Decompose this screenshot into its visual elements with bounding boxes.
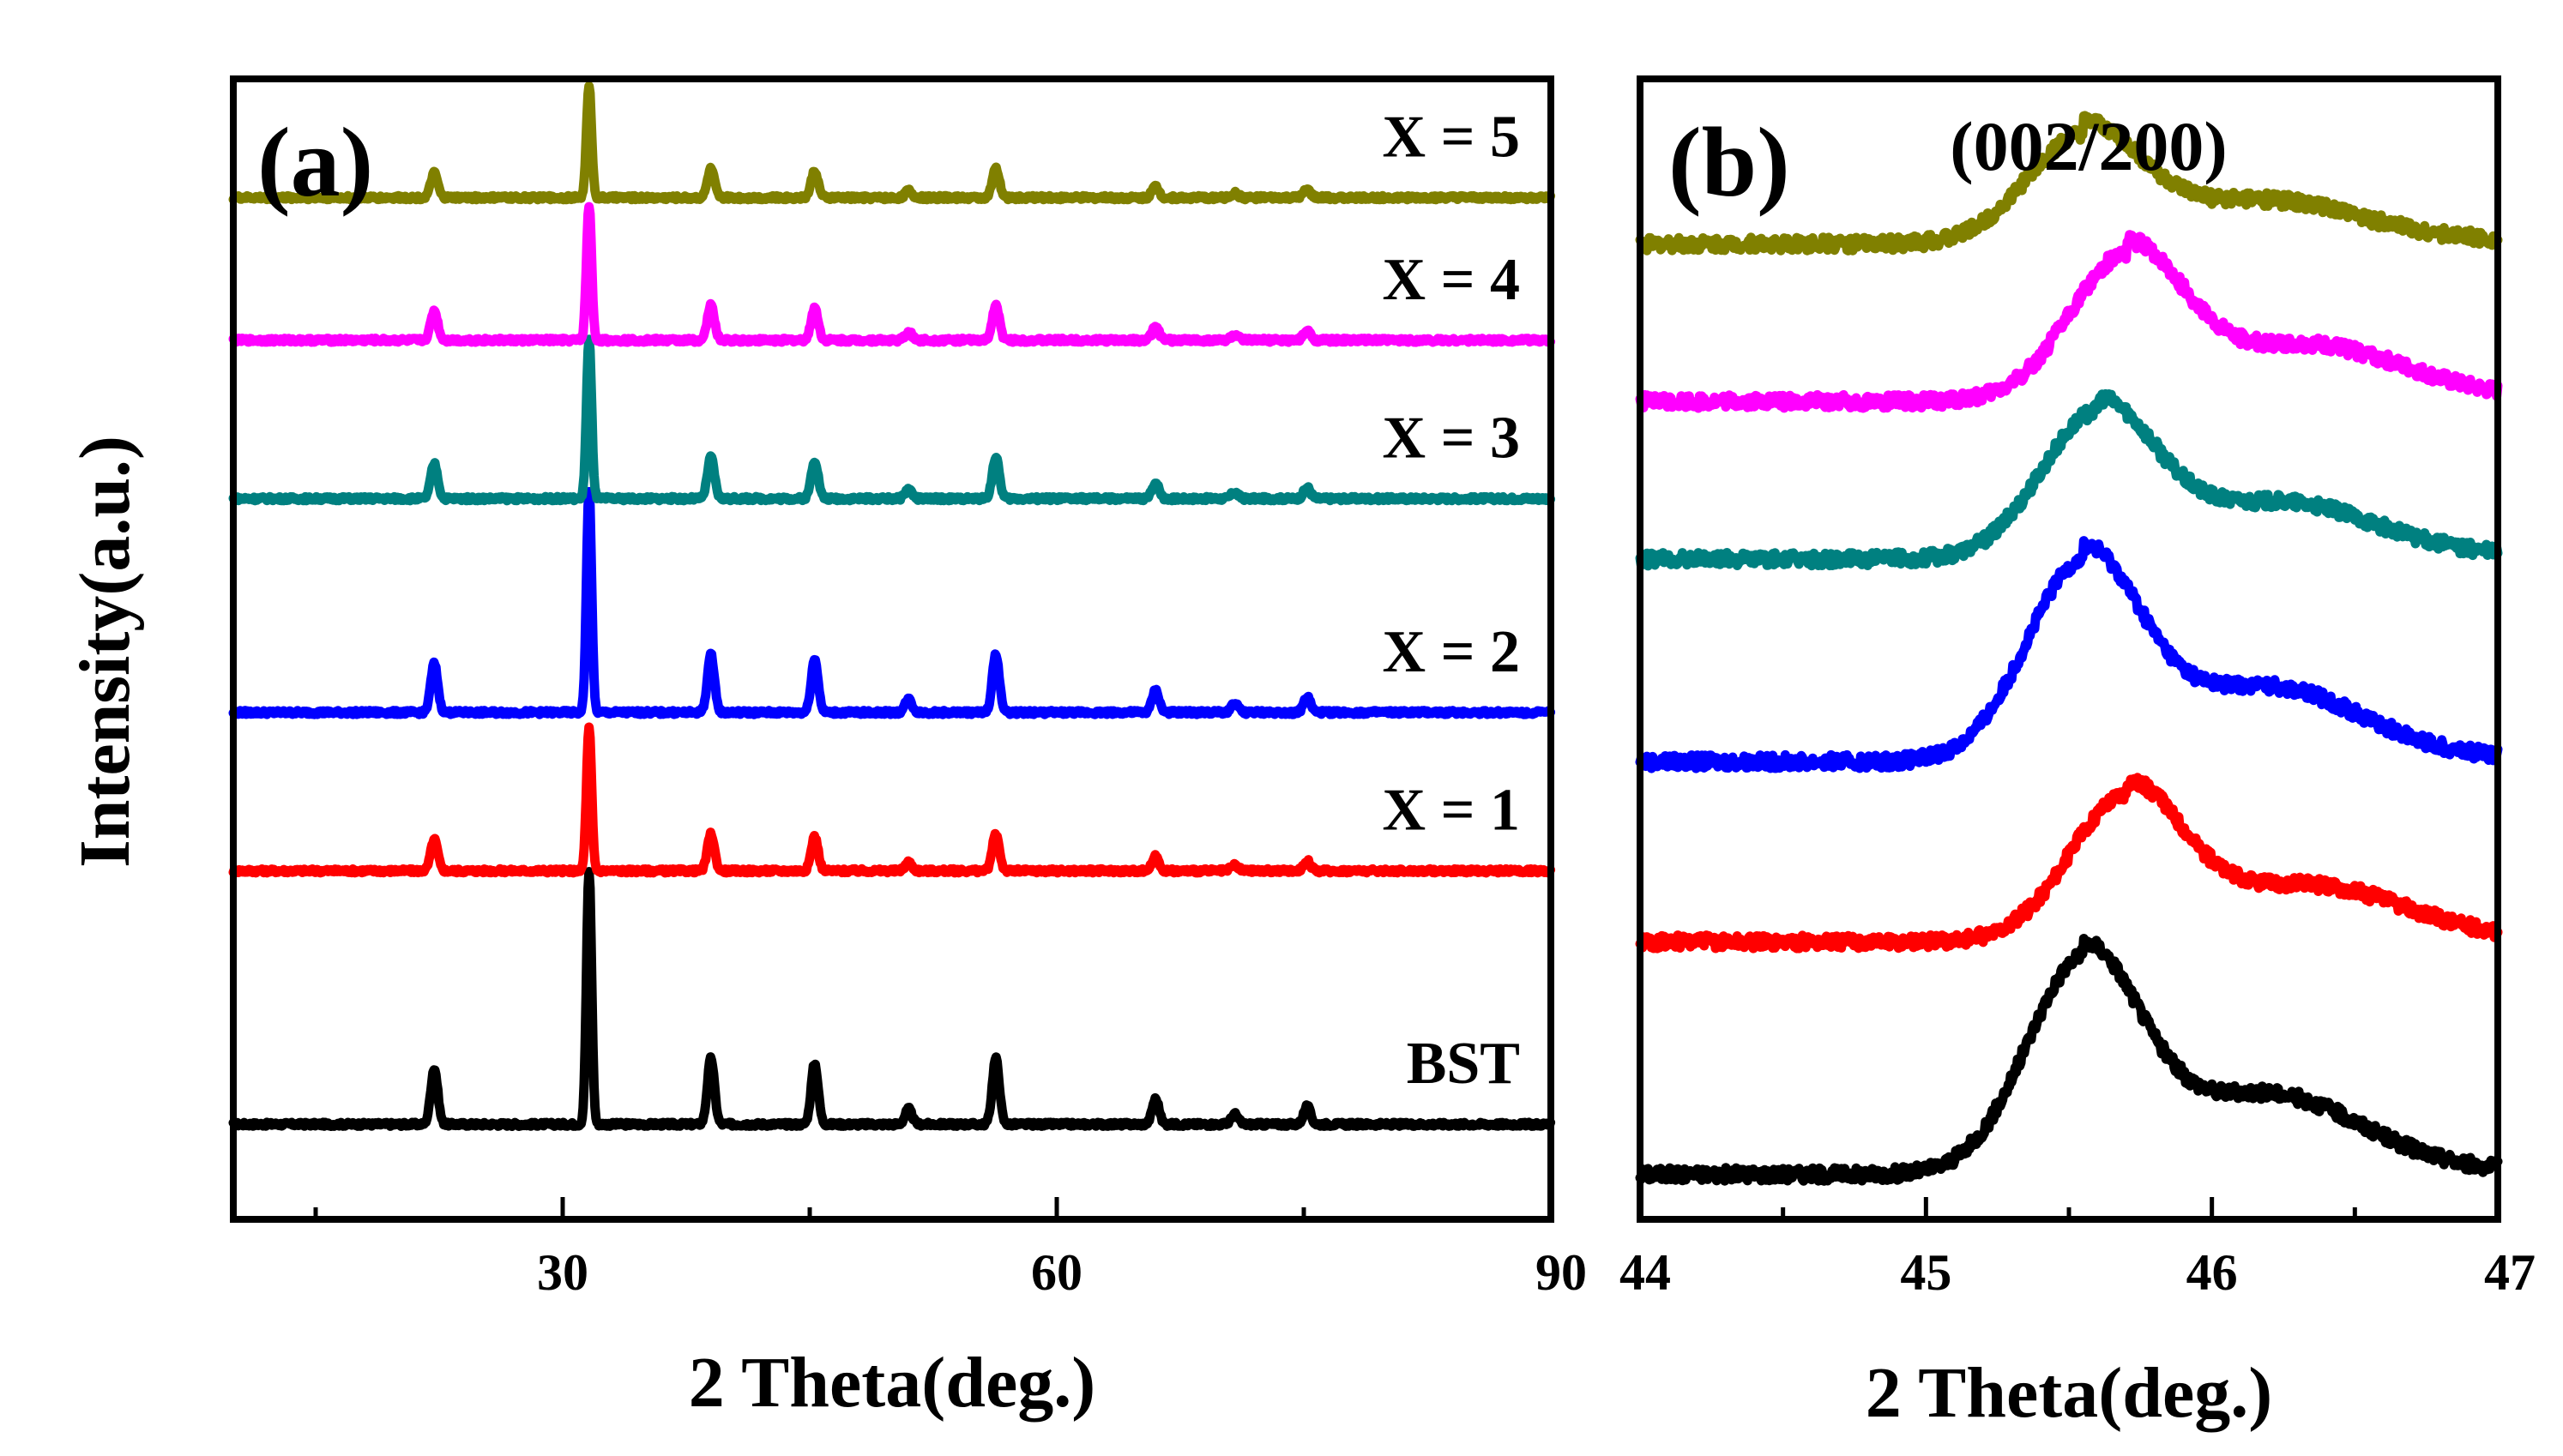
panel-a-traces [228, 81, 1556, 1131]
panel-a-series-label-x-2: X = 2 [1383, 619, 1520, 685]
panel-a-label: (a) [257, 108, 373, 218]
panel-b-series-x-5 [1635, 111, 2503, 256]
panel-a-frame [230, 75, 1554, 1223]
panel-b-xtick-label-44: 44 [1619, 1244, 1671, 1301]
panel-b-xlabel: 2 Theta(deg.) [1866, 1353, 2272, 1433]
panel-b-series-x-1 [1635, 773, 2503, 954]
panel-b-xtick-label-47: 47 [2484, 1244, 2536, 1301]
panel-a-xtick-label-90: 90 [1535, 1244, 1587, 1301]
panel-b-ticks: 44 45 46 47 [1619, 1197, 2536, 1301]
panel-a-xtick-label-30: 30 [537, 1244, 588, 1301]
panel-b-label: (b) [1668, 108, 1790, 218]
panel-a-xtick-label-60: 60 [1031, 1244, 1082, 1301]
panel-b-series-bst [1635, 934, 2503, 1186]
panel-b-traces [1635, 111, 2503, 1186]
panel-a-series-x-4 [228, 202, 1556, 347]
panel-b-xtick-label-46: 46 [2186, 1244, 2238, 1301]
panel-b: 44 45 46 47 (b) (002/200) 2 Theta(deg.) [1619, 75, 2536, 1433]
panel-a-series-label-x-1: X = 1 [1383, 778, 1520, 844]
panel-a-xlabel: 2 Theta(deg.) [689, 1343, 1095, 1423]
panel-a-series-label-x-3: X = 3 [1383, 406, 1520, 472]
panel-b-series-x-4 [1635, 230, 2503, 413]
panel-b-series-x-3 [1635, 388, 2503, 571]
panel-a-series-label-x-4: X = 4 [1383, 247, 1520, 313]
panel-a-ticks: 30 60 90 [313, 1197, 1587, 1301]
panel-a-series-labels: BST X = 1 X = 2 X = 3 X = 4 X = 5 [1383, 105, 1520, 1098]
panel-a-series-x-5 [228, 81, 1556, 205]
panel-a-series-label-x-5: X = 5 [1383, 105, 1520, 171]
panel-a-series-bst [228, 867, 1556, 1131]
panel-b-series-x-2 [1635, 536, 2503, 773]
panel-a-series-label-bst: BST [1407, 1031, 1520, 1097]
panel-b-title: (002/200) [1950, 107, 2227, 185]
panel-a-ylabel: Intensity(a.u.) [65, 436, 145, 868]
panel-a-series-x-1 [228, 722, 1556, 878]
panel-a-series-x-3 [228, 334, 1556, 506]
panel-a-series-x-2 [228, 486, 1556, 719]
panel-b-xtick-label-45: 45 [1900, 1244, 1951, 1301]
